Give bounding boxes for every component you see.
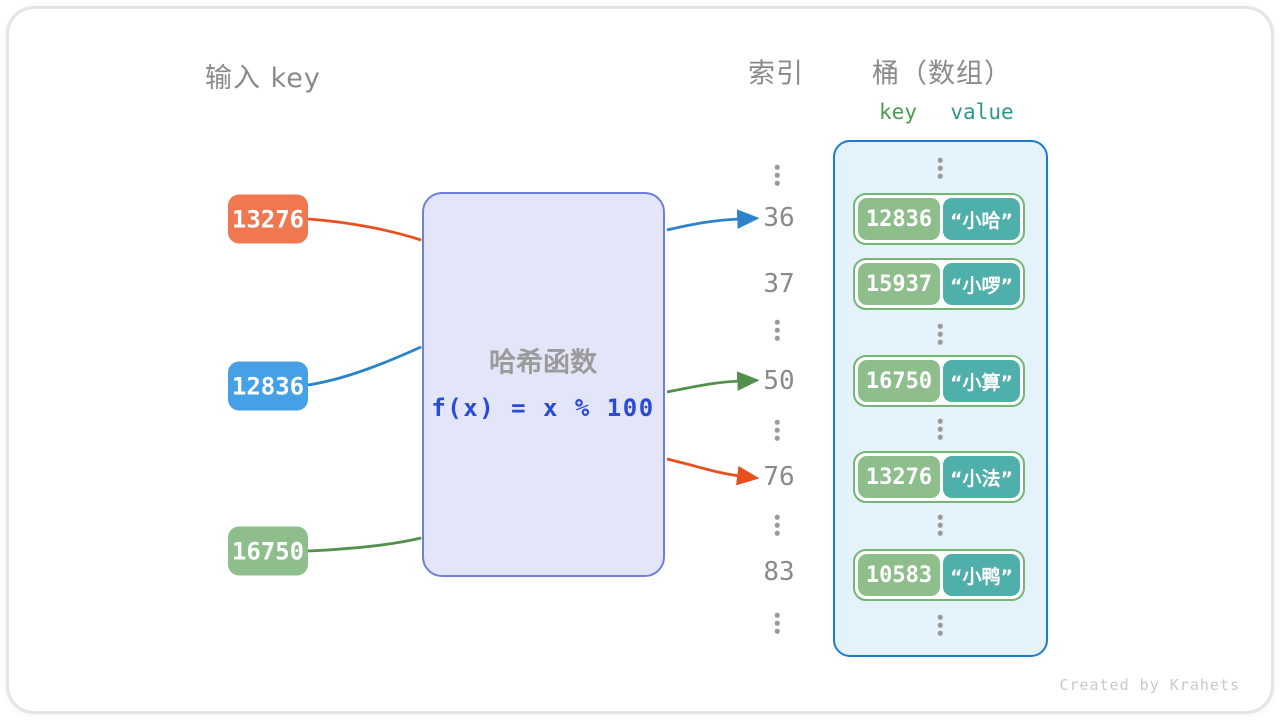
index-ellipsis-2 (774, 319, 780, 341)
bucket-row-83: 10583 “小鸭” (853, 549, 1025, 601)
index-ellipsis-4 (774, 514, 780, 536)
bucket-ellipsis-top (937, 157, 943, 179)
index-label-50: 50 (763, 366, 795, 396)
bucket-ellipsis-bottom (937, 614, 943, 636)
index-ellipsis-3 (774, 419, 780, 441)
credit-text: Created by Krahets (1059, 676, 1240, 694)
bucket-row-76: 13276 “小法” (853, 451, 1025, 503)
bucket-key-12836: 12836 (858, 198, 940, 240)
index-label-76: 76 (763, 462, 795, 492)
bucket-value-xiaoya: “小鸭” (943, 554, 1020, 596)
index-label-37: 37 (763, 269, 795, 299)
index-label-83: 83 (763, 557, 795, 587)
bucket-row-50: 16750 “小算” (853, 355, 1025, 407)
bucket-row-36: 12836 “小哈” (853, 193, 1025, 245)
bucket-ellipsis-4 (937, 514, 943, 536)
index-ellipsis-top (774, 164, 780, 186)
bucket-key-16750: 16750 (858, 360, 940, 402)
bucket-key-15937: 15937 (858, 263, 940, 305)
input-key-box-12836: 12836 (228, 361, 308, 411)
bucket-key-13276: 13276 (858, 456, 940, 498)
bucket-key-label: key (879, 100, 917, 124)
bucket-ellipsis-2 (937, 323, 943, 345)
index-ellipsis-bottom (774, 612, 780, 634)
bucket-row-37: 15937 “小啰” (853, 258, 1025, 310)
bucket-value-xiaoluo: “小啰” (943, 263, 1020, 305)
index-header: 索引 (748, 58, 804, 90)
hash-function-title: 哈希函数 (489, 347, 597, 379)
bucket-value-xiaofa: “小法” (943, 456, 1020, 498)
bucket-value-label: value (950, 100, 1014, 124)
hash-function-formula: f(x) = x % 100 (431, 394, 655, 422)
bucket-value-xiaosuan: “小算” (943, 360, 1020, 402)
bucket-value-xiaoha: “小哈” (943, 198, 1020, 240)
input-key-header: 输入 key (205, 63, 321, 94)
index-label-36: 36 (763, 203, 795, 233)
bucket-header: 桶（数组） (872, 58, 1012, 90)
bucket-key-10583: 10583 (858, 554, 940, 596)
hash-function-box (422, 192, 665, 577)
input-key-box-13276: 13276 (228, 194, 308, 244)
bucket-ellipsis-3 (937, 418, 943, 440)
input-key-box-16750: 16750 (228, 526, 308, 576)
